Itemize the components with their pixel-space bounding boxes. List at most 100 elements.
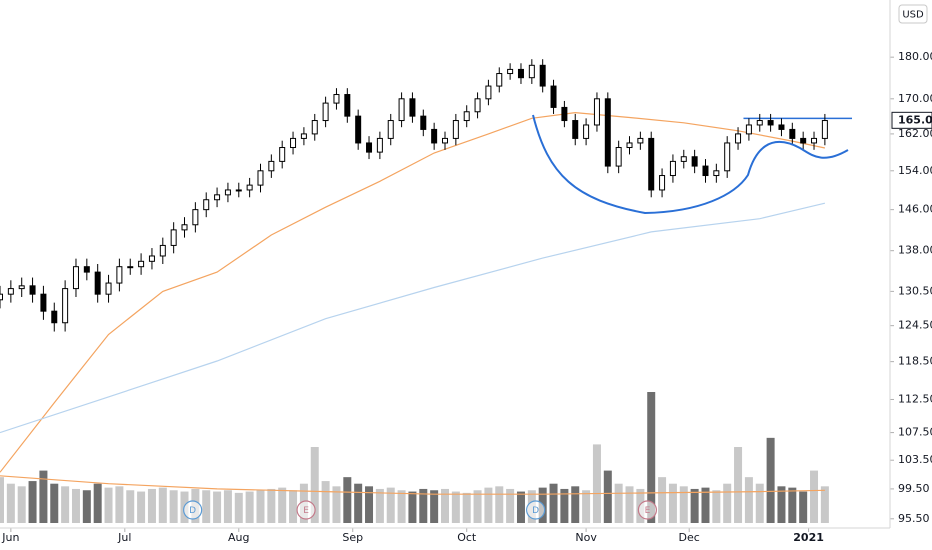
volume-bar <box>495 486 504 523</box>
volume-bar <box>820 486 829 523</box>
candle-body <box>593 98 600 126</box>
candle-body <box>626 142 633 149</box>
candle-body <box>778 124 785 130</box>
ma-layer <box>0 111 853 495</box>
candle-body <box>18 285 25 290</box>
candle-body <box>311 120 318 135</box>
candle-body <box>528 64 535 79</box>
candle-body <box>203 199 210 211</box>
volume-bar <box>354 483 363 523</box>
candle-body <box>680 156 687 162</box>
volume-bar <box>560 488 569 523</box>
x-tick-label: Oct <box>457 531 477 544</box>
candle-body <box>246 184 253 191</box>
volume-bar <box>50 483 59 523</box>
candle-body <box>235 189 242 192</box>
volume-bar <box>169 490 178 523</box>
candle-body <box>550 85 557 108</box>
moving-average <box>0 111 826 473</box>
volume-bar <box>310 447 319 523</box>
y-tick-label: 118.50 <box>898 355 932 368</box>
candle-body <box>0 293 3 301</box>
y-tick-label: 124.50 <box>898 319 932 332</box>
candle-body <box>517 68 524 79</box>
y-tick-label: 103.50 <box>898 453 932 466</box>
candle-body <box>192 209 199 226</box>
candle-body <box>224 189 231 196</box>
volume-bar <box>147 488 156 523</box>
volume-layer <box>0 392 829 523</box>
candle-body <box>800 137 807 144</box>
candle-body <box>561 106 568 122</box>
volume-bar <box>723 483 732 523</box>
candle-body <box>821 120 828 139</box>
volume-bar <box>658 477 667 523</box>
candle-body <box>268 160 275 172</box>
candle-body <box>452 120 459 139</box>
candle-body <box>756 120 763 126</box>
volume-moving-average <box>0 475 825 495</box>
volume-bar <box>603 470 612 523</box>
candle-body <box>409 98 416 117</box>
volume-bar <box>788 487 797 523</box>
volume-bar <box>234 492 243 523</box>
candle-body <box>290 137 297 149</box>
candle-body <box>507 68 514 75</box>
candle-body <box>40 293 47 312</box>
candle-body <box>811 137 818 144</box>
volume-bar <box>39 470 48 523</box>
volume-bar <box>571 486 580 523</box>
event-label: D <box>189 506 196 516</box>
candle-body <box>333 94 340 104</box>
volume-bar <box>690 488 699 523</box>
candle-body <box>387 120 394 139</box>
candle-body <box>159 244 166 257</box>
candle-body <box>148 255 155 262</box>
volume-bar <box>516 491 525 523</box>
volume-bar <box>202 490 211 523</box>
event-marker <box>526 500 546 520</box>
volume-bar <box>799 491 808 523</box>
last-price-label: 165.05 <box>898 113 932 126</box>
y-tick-label: 146.00 <box>898 203 932 216</box>
volume-bar <box>82 490 91 523</box>
candle-body <box>615 147 622 167</box>
volume-bar <box>506 488 515 523</box>
event-marker <box>637 500 658 520</box>
candle-body <box>724 142 731 172</box>
volume-bar <box>321 481 330 523</box>
volume-bar <box>766 437 775 523</box>
currency-badge[interactable] <box>898 4 928 24</box>
candle-body <box>496 73 503 87</box>
candle-body <box>51 310 58 324</box>
volume-bar <box>365 486 374 523</box>
x-tick-label: 2021 <box>793 531 824 544</box>
y-tick-label: 162.00 <box>898 127 932 140</box>
candle-body <box>322 102 329 122</box>
volume-bar <box>289 490 298 523</box>
volume-bar <box>17 486 26 523</box>
volume-bar <box>93 483 102 523</box>
volume-bar <box>245 491 254 523</box>
x-tick-label: Dec <box>679 531 700 544</box>
candle-layer <box>0 59 828 332</box>
volume-bar <box>343 477 352 523</box>
candle-body <box>279 147 286 162</box>
candle-body <box>463 111 470 122</box>
candle-body <box>83 266 90 273</box>
volume-bar <box>223 490 232 523</box>
volume-bar <box>451 491 460 523</box>
event-label: E <box>303 506 309 516</box>
volume-bar <box>61 486 70 523</box>
candle-body <box>344 94 351 117</box>
candle-body <box>138 260 145 268</box>
y-tick-label: 170.00 <box>898 92 932 105</box>
candle-body <box>170 229 177 246</box>
candle-body <box>431 128 438 144</box>
candle-body <box>604 98 611 167</box>
volume-bar <box>115 486 124 523</box>
last-price-badge <box>891 111 932 129</box>
volume-bar <box>625 486 634 523</box>
volume-bar <box>419 488 428 523</box>
